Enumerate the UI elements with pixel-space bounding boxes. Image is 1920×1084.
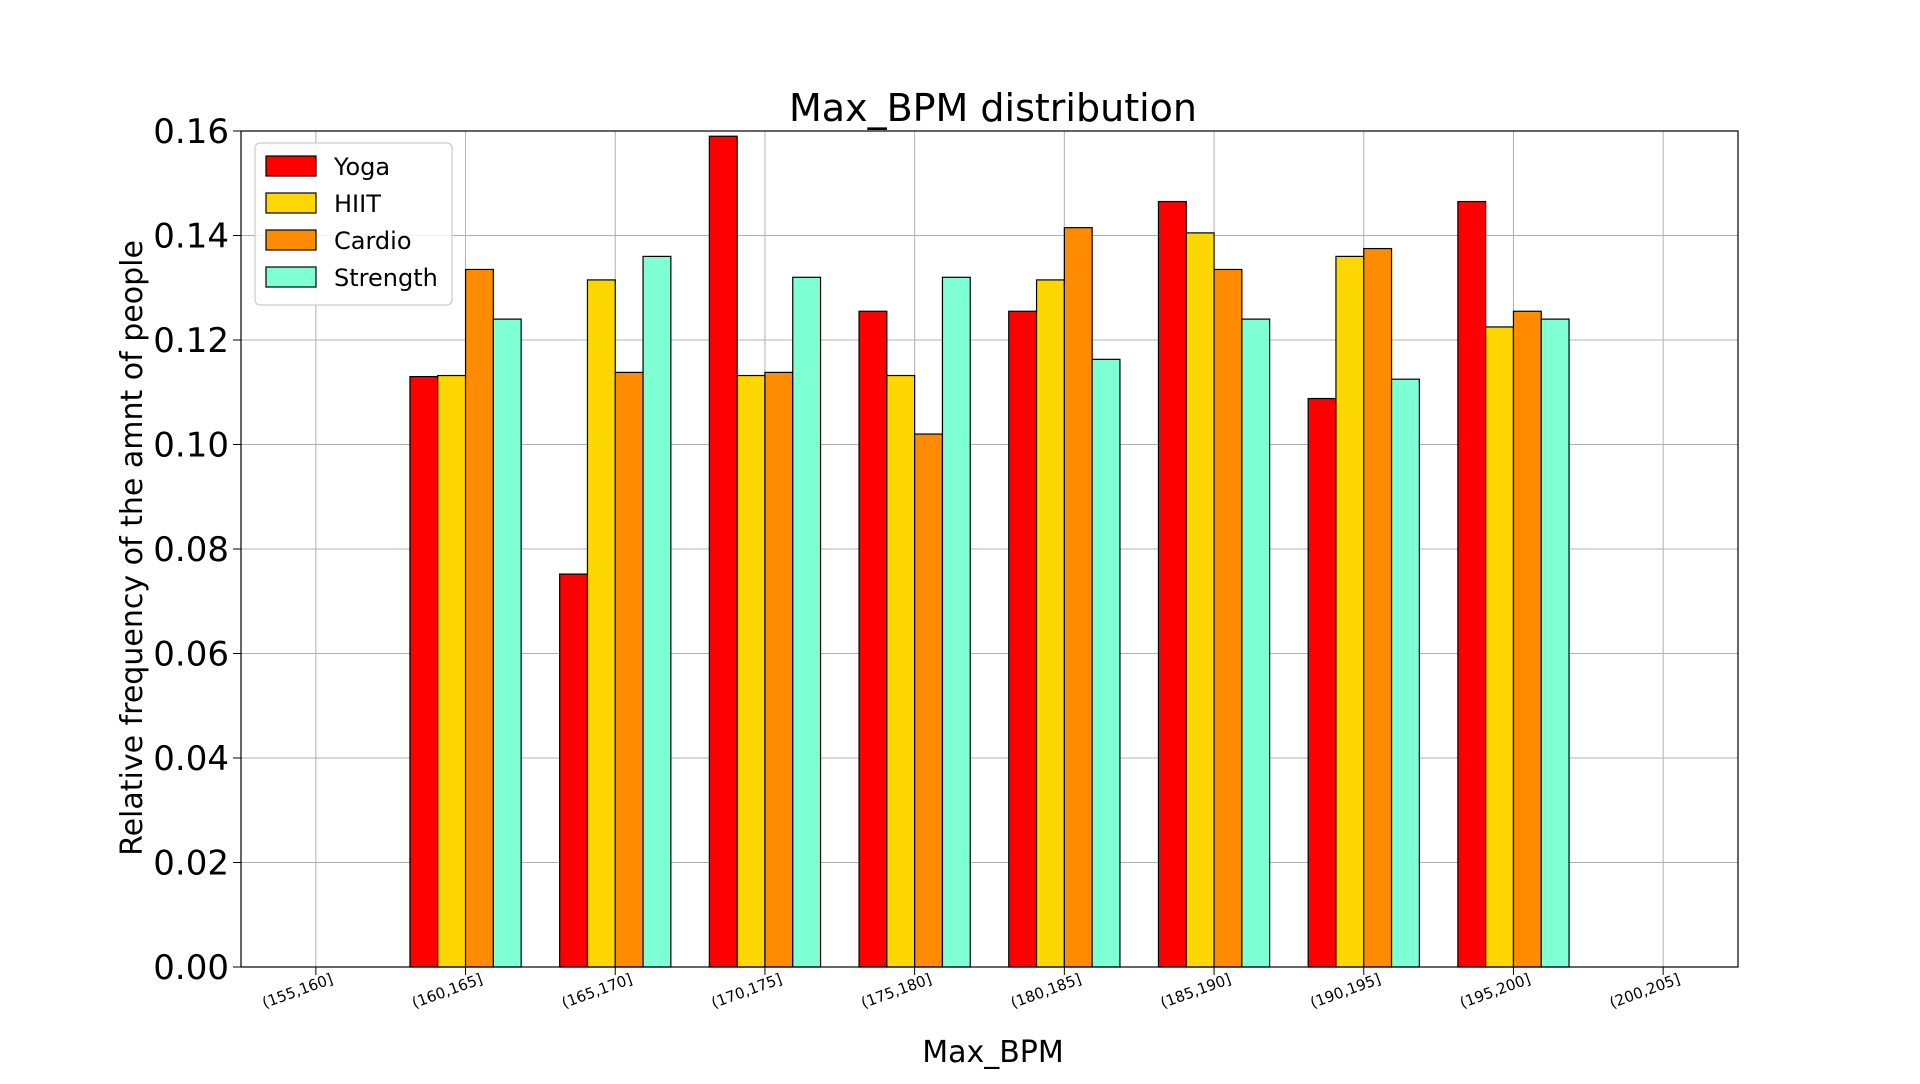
x-tick-label: (200,205]	[1607, 970, 1682, 1012]
y-tick-label: 0.16	[153, 112, 229, 152]
bar-yoga	[1157, 200, 1187, 968]
y-tick-label: 0.00	[153, 948, 229, 988]
x-tick-label: (195,200]	[1457, 970, 1532, 1012]
x-tick-label: (170,175]	[709, 970, 784, 1012]
bar-hiit	[437, 374, 467, 968]
legend-label: Strength	[334, 264, 438, 292]
legend-swatch	[265, 229, 317, 251]
bar-hiit	[886, 374, 916, 968]
bar-yoga	[858, 310, 888, 968]
bar-strength	[1390, 378, 1420, 968]
bar-strength	[1241, 318, 1271, 968]
y-tick-label: 0.04	[153, 739, 229, 779]
x-tick-label: (175,180]	[859, 970, 934, 1012]
bar-strength	[642, 255, 672, 968]
bar-hiit	[736, 374, 766, 968]
chart-title: Max_BPM distribution	[789, 86, 1197, 130]
x-tick-label: (165,170]	[559, 970, 634, 1012]
y-tick-label: 0.08	[153, 530, 229, 570]
legend-label: Yoga	[333, 153, 390, 181]
bar-cardio	[1512, 310, 1542, 968]
bar-cardio	[614, 371, 644, 968]
x-axis-label: Max_BPM	[922, 1035, 1064, 1070]
x-tick-label: (160,165]	[409, 970, 484, 1012]
bar-strength	[1091, 358, 1121, 968]
bar-cardio	[1213, 268, 1243, 968]
plot-frame	[240, 130, 1739, 968]
bar-strength	[492, 318, 522, 968]
y-axis-label: Relative frequency of the amnt of people	[115, 240, 150, 856]
bar-hiit	[1185, 232, 1215, 968]
bar-yoga	[1008, 310, 1038, 968]
legend-label: Cardio	[334, 227, 412, 255]
bar-cardio	[464, 268, 494, 968]
bar-strength	[792, 276, 822, 968]
bar-cardio	[764, 371, 794, 968]
y-tick-label: 0.02	[153, 844, 229, 884]
y-tick-label: 0.14	[153, 217, 229, 257]
bar-cardio	[914, 433, 944, 968]
bar-yoga	[708, 135, 738, 968]
legend-swatch	[265, 155, 317, 177]
bar-yoga	[559, 573, 589, 968]
y-tick-label: 0.06	[153, 635, 229, 675]
bar-hiit	[1335, 255, 1365, 968]
bar-yoga	[409, 375, 439, 968]
legend-swatch	[265, 266, 317, 288]
legend: Yoga HIIT Cardio Strength	[254, 142, 453, 306]
legend-label: HIIT	[334, 190, 381, 218]
bars	[409, 135, 1570, 968]
x-tick-label: (180,185]	[1008, 970, 1083, 1012]
bar-yoga	[1457, 200, 1487, 968]
x-tick-label: (190,195]	[1308, 970, 1383, 1012]
bar-strength	[1540, 318, 1570, 968]
bar-hiit	[1485, 326, 1515, 968]
y-tick-label: 0.10	[153, 426, 229, 466]
x-tick-label: (185,190]	[1158, 970, 1233, 1012]
bar-hiit	[1035, 279, 1065, 968]
legend-swatch	[265, 192, 317, 214]
bar-yoga	[1307, 397, 1337, 968]
legend-box	[254, 142, 453, 306]
bar-strength	[941, 276, 971, 968]
y-tick-label: 0.12	[153, 321, 229, 361]
x-tick-label: (155,160]	[260, 970, 335, 1012]
bar-cardio	[1063, 227, 1093, 968]
bar-cardio	[1363, 247, 1393, 968]
bar-hiit	[586, 279, 616, 968]
